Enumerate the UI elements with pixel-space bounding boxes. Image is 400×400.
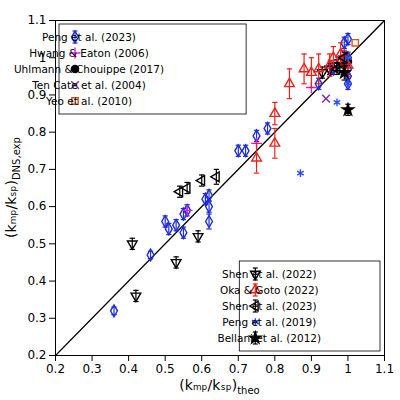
svg-text:0.7: 0.7 xyxy=(27,162,46,176)
svg-text:Peng et al. (2019): Peng et al. (2019) xyxy=(222,316,316,328)
svg-text:0.8: 0.8 xyxy=(265,362,284,376)
svg-text:0.3: 0.3 xyxy=(83,362,102,376)
svg-text:0.4: 0.4 xyxy=(27,274,46,288)
svg-text:1: 1 xyxy=(344,362,352,376)
svg-text:0.2: 0.2 xyxy=(27,348,46,362)
svg-text:Shen et al. (2023): Shen et al. (2023) xyxy=(222,300,317,312)
svg-text:Hwang & Eaton (2006): Hwang & Eaton (2006) xyxy=(29,47,149,59)
svg-text:1.1: 1.1 xyxy=(375,362,394,376)
svg-text:0.9: 0.9 xyxy=(27,87,47,102)
svg-text:Shen et al. (2022): Shen et al. (2022) xyxy=(222,268,317,280)
svg-text:Ten Cate et al. (2004): Ten Cate et al. (2004) xyxy=(31,79,146,91)
svg-text:Peng et al. (2023): Peng et al. (2023) xyxy=(42,31,136,43)
svg-text:0.9: 0.9 xyxy=(302,362,321,376)
svg-text:0.6: 0.6 xyxy=(192,362,211,376)
svg-text:0.4: 0.4 xyxy=(119,362,138,376)
svg-text:(kₘₚ/kₛₚ)theo: (kₘₚ/kₛₚ)theo xyxy=(179,377,259,396)
svg-text:Yeo et al. (2010): Yeo et al. (2010) xyxy=(45,95,132,107)
svg-text:Oka & Goto (2022): Oka & Goto (2022) xyxy=(220,284,319,296)
svg-text:1.1: 1.1 xyxy=(27,13,46,27)
svg-text:0.7: 0.7 xyxy=(229,362,248,376)
svg-text:0.8: 0.8 xyxy=(27,125,46,139)
svg-text:Uhlmann & Chouippe (2017): Uhlmann & Chouippe (2017) xyxy=(14,63,164,75)
svg-text:Bellani et al. (2012): Bellani et al. (2012) xyxy=(217,332,321,344)
svg-text:0.2: 0.2 xyxy=(46,362,65,376)
svg-text:0.5: 0.5 xyxy=(156,362,175,376)
svg-text:(kₘₚ/kₛₚ)DNS,exp: (kₘₚ/kₛₚ)DNS,exp xyxy=(3,137,22,238)
svg-text:0.5: 0.5 xyxy=(27,237,46,251)
svg-text:0.3: 0.3 xyxy=(27,311,46,325)
svg-text:0.6: 0.6 xyxy=(27,199,46,213)
